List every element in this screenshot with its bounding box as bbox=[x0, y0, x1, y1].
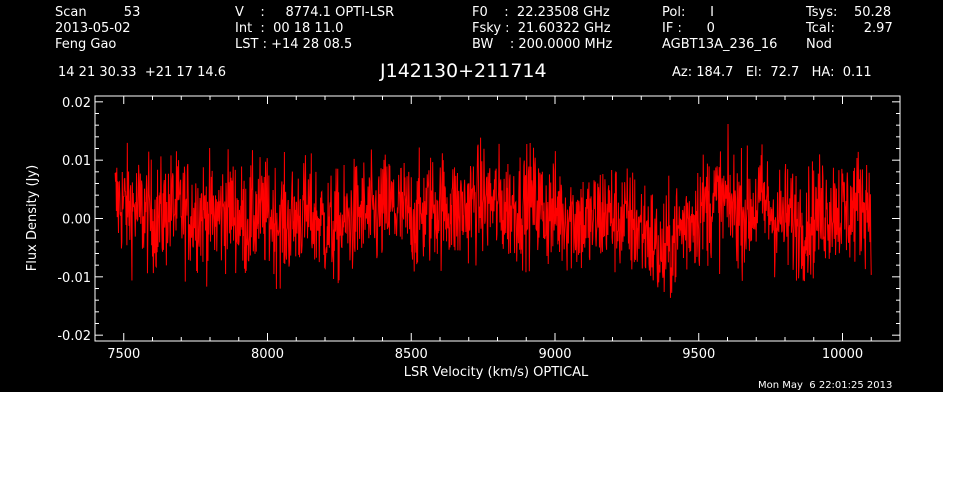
header-col2-line3: LST : +14 28 08.5 bbox=[235, 37, 353, 52]
pointing-info: Az: 184.7 El: 72.7 HA: 0.11 bbox=[672, 65, 872, 80]
header-col5-line1: Tsys: 50.28 bbox=[806, 5, 892, 20]
x-tick-label: 10000 bbox=[822, 347, 863, 362]
header-col4-line2: IF : 0 bbox=[662, 21, 715, 36]
x-tick-label: 7500 bbox=[107, 347, 140, 362]
tick-layer: 7500 8000 8500 9000 9500 10000 -0.02 -0.01 0.00 0… bbox=[57, 96, 900, 362]
x-axis-label: LSR Velocity (km/s) OPTICAL bbox=[404, 365, 589, 380]
y-tick-label: 0.00 bbox=[62, 213, 91, 228]
header-col1-line2: 2013-05-02 bbox=[55, 21, 131, 36]
spectrum-series-line bbox=[114, 124, 872, 298]
source-coordinates: 14 21 30.33 +21 17 14.6 bbox=[58, 65, 227, 80]
source-name: J142130+211714 bbox=[380, 60, 547, 82]
header-col1-line3: Feng Gao bbox=[55, 37, 117, 52]
header-col5-line2: Tcal: 2.97 bbox=[806, 21, 893, 36]
x-tick-label: 9500 bbox=[682, 347, 715, 362]
y-tick-label: -0.01 bbox=[57, 271, 91, 286]
header-col2-line2: Int : 00 18 11.0 bbox=[235, 21, 344, 36]
header-col5-line3: Nod bbox=[806, 37, 832, 52]
x-tick-label: 8000 bbox=[251, 347, 284, 362]
series-layer bbox=[114, 124, 872, 298]
header-col4-line3: AGBT13A_236_16 bbox=[662, 37, 778, 52]
x-tick-label: 8500 bbox=[395, 347, 428, 362]
header-col3-line3: BW : 200.0000 MHz bbox=[472, 37, 613, 52]
y-tick-label: -0.02 bbox=[57, 329, 91, 344]
spectrum-chart: 7500 8000 8500 9000 9500 10000 -0.02 -0.01 0.00 0… bbox=[25, 95, 901, 380]
y-axis-label: Flux Density (Jy) bbox=[25, 165, 40, 271]
header-col3-line2: Fsky : 21.60322 GHz bbox=[472, 21, 611, 36]
y-tick-label: 0.01 bbox=[62, 154, 91, 169]
header-col3-line1: F0 : 22.23508 GHz bbox=[472, 5, 610, 20]
header-col1-line1: Scan 53 bbox=[55, 5, 141, 20]
header-col4-line1: Pol: I bbox=[662, 5, 714, 20]
y-tick-label: 0.02 bbox=[62, 96, 91, 111]
x-tick-label: 9000 bbox=[538, 347, 571, 362]
timestamp: Mon May 6 22:01:25 2013 bbox=[758, 380, 893, 391]
header-col2-line1: V : 8774.1 OPTI-LSR bbox=[235, 5, 395, 20]
